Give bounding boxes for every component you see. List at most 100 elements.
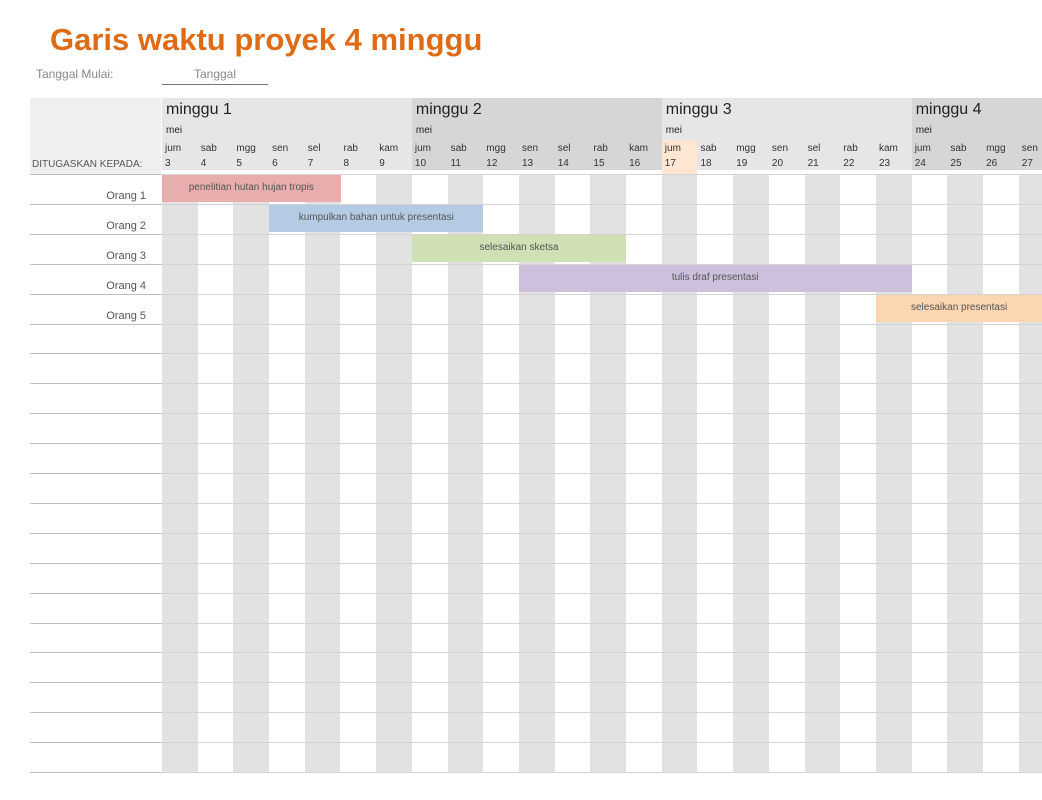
day-name: sab [450,143,467,154]
day-name: kam [379,143,399,154]
day-name: mgg [236,143,256,154]
day-header: rab 8 [341,140,377,174]
row-line [30,592,1042,594]
day-date: 12 [486,158,498,169]
day-date: 27 [1021,158,1033,169]
row-line-name [30,532,161,534]
assignee-label: Orang 3 [106,249,146,262]
row-line-name [30,383,161,385]
day-header: jum 24 [912,140,948,174]
day-name: sen [1021,143,1038,154]
row-line-name [30,592,161,594]
task-bar[interactable]: selesaikan presentasi [876,294,1042,322]
day-name: sen [272,143,289,154]
row-line-name [30,652,161,654]
day-date: 9 [379,158,385,169]
row-line [30,353,1042,355]
week-header: minggu 2 mei [411,98,662,170]
assignee-label: Orang 5 [106,309,146,322]
day-header: mgg 26 [983,140,1019,174]
day-name: rab [843,143,858,154]
day-name: sel [557,143,571,154]
month-label: mei [915,125,932,136]
assignee-label: Orang 2 [106,219,146,232]
row-line [30,742,1042,744]
week-header: minggu 1 mei [162,98,412,170]
task-bar[interactable]: penelitian hutan hujan tropis [162,175,341,202]
row-line-name [30,353,161,355]
month-label: mei [166,125,183,136]
day-name: jum [165,143,182,154]
day-header: jum 10 [412,140,448,174]
day-date: 24 [914,158,926,169]
day-header: mgg 12 [483,140,519,174]
day-date: 8 [343,158,350,169]
row-line [30,473,1042,474]
day-name: mgg [486,143,506,154]
day-date: 17 [664,158,676,169]
day-date: 19 [736,158,748,169]
day-date: 5 [236,158,242,169]
day-header: rab 22 [840,140,876,174]
week-header: minggu 4 mei [911,98,1042,170]
row-line-name [30,772,161,773]
day-header: kam 9 [376,140,412,174]
day-name: sen [771,143,789,154]
row-line [30,383,1042,385]
day-date: 14 [557,158,569,169]
task-bar[interactable]: selesaikan sketsa [411,234,627,262]
row-line [30,532,1042,534]
day-date: 6 [272,158,278,169]
row-line-name [30,502,161,504]
row-line [30,323,1042,325]
row-line-name [30,174,161,175]
day-date: 23 [879,158,891,169]
day-header: kam 23 [876,140,912,174]
day-name: jum [664,143,681,154]
day-date: 7 [307,158,314,169]
assigned-to-label: DITUGASKAN KEPADA: [32,159,143,170]
day-header: sen 6 [269,140,305,174]
day-name: kam [629,143,648,154]
row-line [30,772,1042,773]
week-label: minggu 4 [915,101,982,118]
week-label: minggu 2 [415,101,482,118]
row-line-name [30,562,161,564]
assignee-label: Orang 4 [106,279,146,292]
day-date: 20 [771,158,784,169]
row-line [30,502,1042,504]
day-name: mgg [736,143,756,154]
day-date: 25 [950,158,962,169]
row-line-name [30,233,161,235]
task-label: tulis draf presentasi [671,271,759,283]
day-name: rab [343,143,358,154]
row-line-name [30,443,161,445]
day-date: 18 [700,158,712,169]
row-line [30,443,1042,445]
row-line-name [30,712,161,714]
week-label: minggu 3 [665,101,732,118]
row-line-name [30,682,161,684]
day-header: mgg 19 [733,140,769,174]
row-line [30,622,1042,624]
day-name: jum [414,143,432,154]
day-header: sel 14 [555,140,591,174]
task-bar[interactable]: tulis draf presentasi [519,264,912,292]
row-line-name [30,293,161,295]
task-bar[interactable]: kumpulkan bahan untuk presentasi [269,204,484,232]
day-name: sel [807,143,821,154]
month-label: mei [415,125,433,136]
row-line-name [30,323,161,325]
start-date-field[interactable]: Tanggal [162,67,268,85]
day-header: sel 21 [805,140,841,174]
row-line [30,682,1042,684]
row-line [30,413,1042,415]
row-line [30,293,1042,295]
day-header: jum 17 [661,140,698,174]
row-line [30,562,1042,564]
row-line-name [30,742,161,744]
day-date: 13 [522,158,534,169]
task-label: penelitian hutan hujan tropis [188,182,314,193]
day-date: 3 [165,158,171,169]
